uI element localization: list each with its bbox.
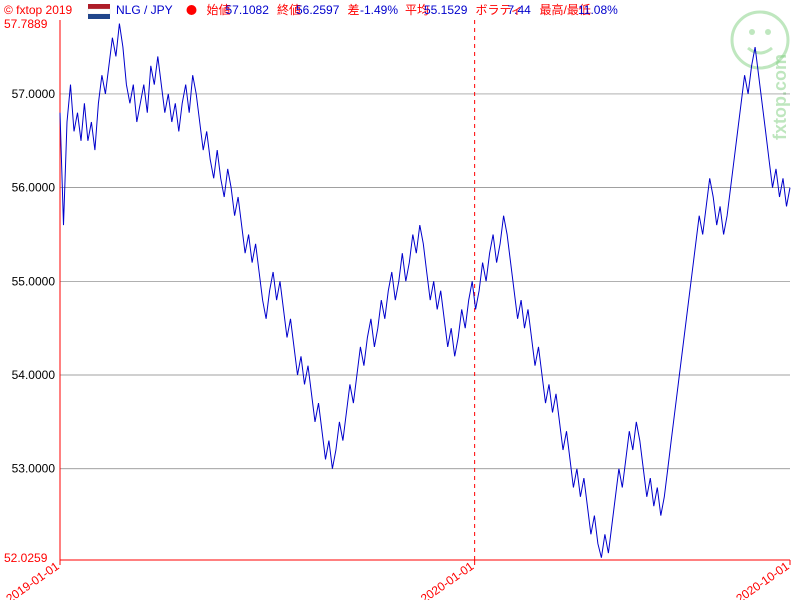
diff-label: 差: [348, 3, 360, 17]
currency-pair: NLG / JPY: [116, 3, 173, 17]
watermark-text: fxtop.com: [770, 54, 790, 140]
diff-value: -1.49%: [360, 3, 398, 17]
y-tick-label: 54.0000: [12, 368, 56, 382]
y-min-label: 52.0259: [4, 551, 48, 565]
y-tick-label: 56.0000: [12, 181, 56, 195]
y-tick-label: 55.0000: [12, 274, 56, 288]
open-value: 57.1082: [226, 3, 270, 17]
copyright-text: © fxtop 2019: [4, 3, 73, 17]
y-max-label: 57.7889: [4, 17, 48, 31]
y-tick-label: 57.0000: [12, 87, 56, 101]
avg-value: 55.1529: [424, 3, 468, 17]
price-chart: fxtop.com 53.0000 54.0000 55.0000 56.0000 57.…: [0, 0, 800, 600]
close-value: 56.2597: [296, 3, 340, 17]
vol-value: 7.44: [508, 3, 532, 17]
y-tick-label: 53.0000: [12, 462, 56, 476]
hilo-value: 11.08%: [578, 3, 618, 17]
chart-container: fxtop.com 53.0000 54.0000 55.0000 56.0000 57.…: [0, 0, 800, 600]
